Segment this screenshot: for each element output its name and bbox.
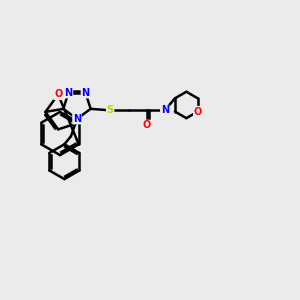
Text: O: O xyxy=(142,120,151,130)
Text: N: N xyxy=(73,114,81,124)
Text: O: O xyxy=(54,89,62,99)
Text: N: N xyxy=(81,88,89,98)
Text: S: S xyxy=(106,105,114,115)
Text: N: N xyxy=(64,88,73,98)
Text: O: O xyxy=(194,106,202,116)
Text: N: N xyxy=(161,105,169,115)
